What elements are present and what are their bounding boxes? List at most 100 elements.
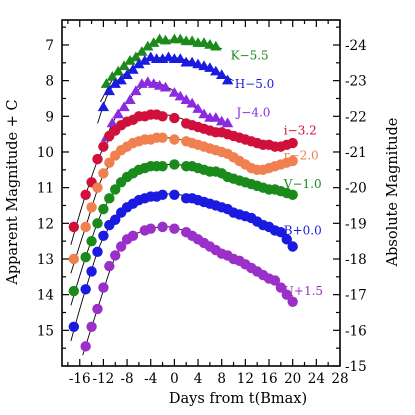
triangle-marker	[103, 85, 115, 96]
y-tick-label-left: 13	[37, 252, 54, 268]
circle-marker	[68, 321, 80, 332]
y-tick-label-left: 10	[37, 145, 54, 161]
circle-marker	[86, 266, 97, 277]
circle-marker	[287, 241, 298, 252]
x-tick-label: -16	[69, 371, 91, 387]
x-axis-label: Days from t(Bmax)	[169, 391, 307, 407]
circle-marker	[80, 221, 91, 233]
circle-marker	[86, 202, 97, 213]
triangle-marker	[210, 65, 222, 76]
circle-marker	[127, 230, 139, 242]
series-label: H−5.0	[235, 77, 275, 91]
y-axis-label-left: Apparent Magnitude + C	[5, 99, 21, 285]
x-tick-label: 12	[237, 371, 254, 387]
triangle-marker	[121, 69, 133, 79]
triangle-marker	[133, 58, 145, 69]
circle-marker	[98, 230, 109, 242]
series-labels: K−5.5 H−5.0 J−4.0 i−3.2 r−2.0 V−1.0 B+0.0 U+1.5	[231, 49, 323, 298]
circle-marker	[287, 155, 298, 167]
triangle-marker	[112, 65, 124, 76]
triangle-marker	[168, 87, 181, 97]
circle-marker	[80, 189, 91, 200]
circle-marker	[157, 189, 168, 200]
circle-marker	[104, 193, 115, 204]
triangle-marker	[180, 94, 192, 104]
circle-marker	[92, 182, 103, 193]
series-label: i−3.2	[284, 124, 317, 138]
circle-marker	[169, 159, 180, 170]
y-tick-label-right: -16	[345, 323, 367, 339]
triangle-marker	[198, 108, 210, 119]
circle-marker	[275, 282, 287, 293]
circle-marker	[92, 218, 103, 229]
circle-marker	[287, 189, 298, 200]
circle-marker	[275, 227, 287, 238]
triangle-marker	[142, 40, 154, 51]
y-tick-label-left: 9	[45, 109, 54, 125]
triangle-marker	[124, 55, 136, 65]
x-tick-label: -12	[93, 371, 115, 387]
circle-marker	[80, 341, 91, 352]
circle-marker	[98, 168, 109, 179]
plot-frame	[61, 19, 341, 367]
circle-marker	[269, 275, 281, 286]
x-tick-label: -8	[120, 371, 133, 387]
triangle-marker	[97, 101, 110, 112]
triangle-marker	[130, 51, 142, 62]
x-tick-label: 4	[194, 371, 203, 387]
circle-marker	[86, 321, 97, 332]
y-tick-label-right: -19	[345, 216, 367, 232]
series-label: J−4.0	[234, 106, 270, 120]
circle-marker	[98, 203, 109, 215]
circle-marker	[98, 282, 109, 293]
triangle-marker	[112, 108, 124, 119]
series-label: K−5.5	[231, 49, 269, 63]
circle-marker	[169, 112, 180, 124]
series-label: B+0.0	[284, 223, 322, 237]
y-tick-label-right: -15	[345, 359, 367, 375]
triangle-marker	[174, 53, 186, 63]
circle-marker	[68, 221, 80, 233]
y-tick-label-left: 15	[37, 323, 54, 339]
y-tick-label-left: 7	[45, 38, 54, 54]
series-label: r−2.0	[284, 149, 319, 163]
y-tick-label-right: -22	[345, 109, 367, 125]
circle-marker	[98, 141, 109, 152]
triangle-marker	[159, 81, 172, 92]
triangle-marker	[204, 62, 216, 72]
triangle-marker	[124, 94, 136, 104]
circle-marker	[86, 235, 97, 247]
series-label: V−1.0	[283, 177, 322, 191]
triangle-marker	[115, 74, 127, 85]
plot-border	[61, 19, 341, 367]
circle-marker	[281, 289, 292, 300]
circle-marker	[287, 296, 298, 307]
y-tick-label-left: 12	[37, 216, 54, 232]
circle-marker	[92, 153, 103, 165]
triangle-marker	[106, 117, 118, 128]
triangle-marker	[127, 63, 139, 74]
circle-marker	[92, 246, 103, 258]
triangle-marker	[118, 60, 130, 71]
triangle-marker	[210, 40, 222, 51]
triangle-marker	[148, 37, 160, 47]
circle-marker	[169, 223, 180, 234]
y-tick-label-left: 14	[37, 288, 54, 304]
circle-marker	[110, 184, 121, 195]
circle-marker	[157, 132, 168, 143]
triangle-marker	[216, 69, 228, 79]
triangle-marker	[192, 103, 204, 113]
circle-marker	[169, 134, 180, 145]
circle-marker	[80, 284, 91, 295]
circle-marker	[281, 234, 292, 245]
circle-marker	[92, 303, 103, 315]
y-tick-label-right: -20	[345, 181, 367, 197]
circle-marker	[169, 189, 180, 200]
circle-marker	[115, 241, 127, 252]
y-tick-label-right: -23	[345, 74, 367, 90]
circle-marker	[157, 111, 168, 122]
triangle-marker	[118, 101, 130, 112]
fit-curve	[82, 226, 293, 356]
circle-marker	[104, 260, 115, 272]
circle-marker	[110, 250, 121, 261]
